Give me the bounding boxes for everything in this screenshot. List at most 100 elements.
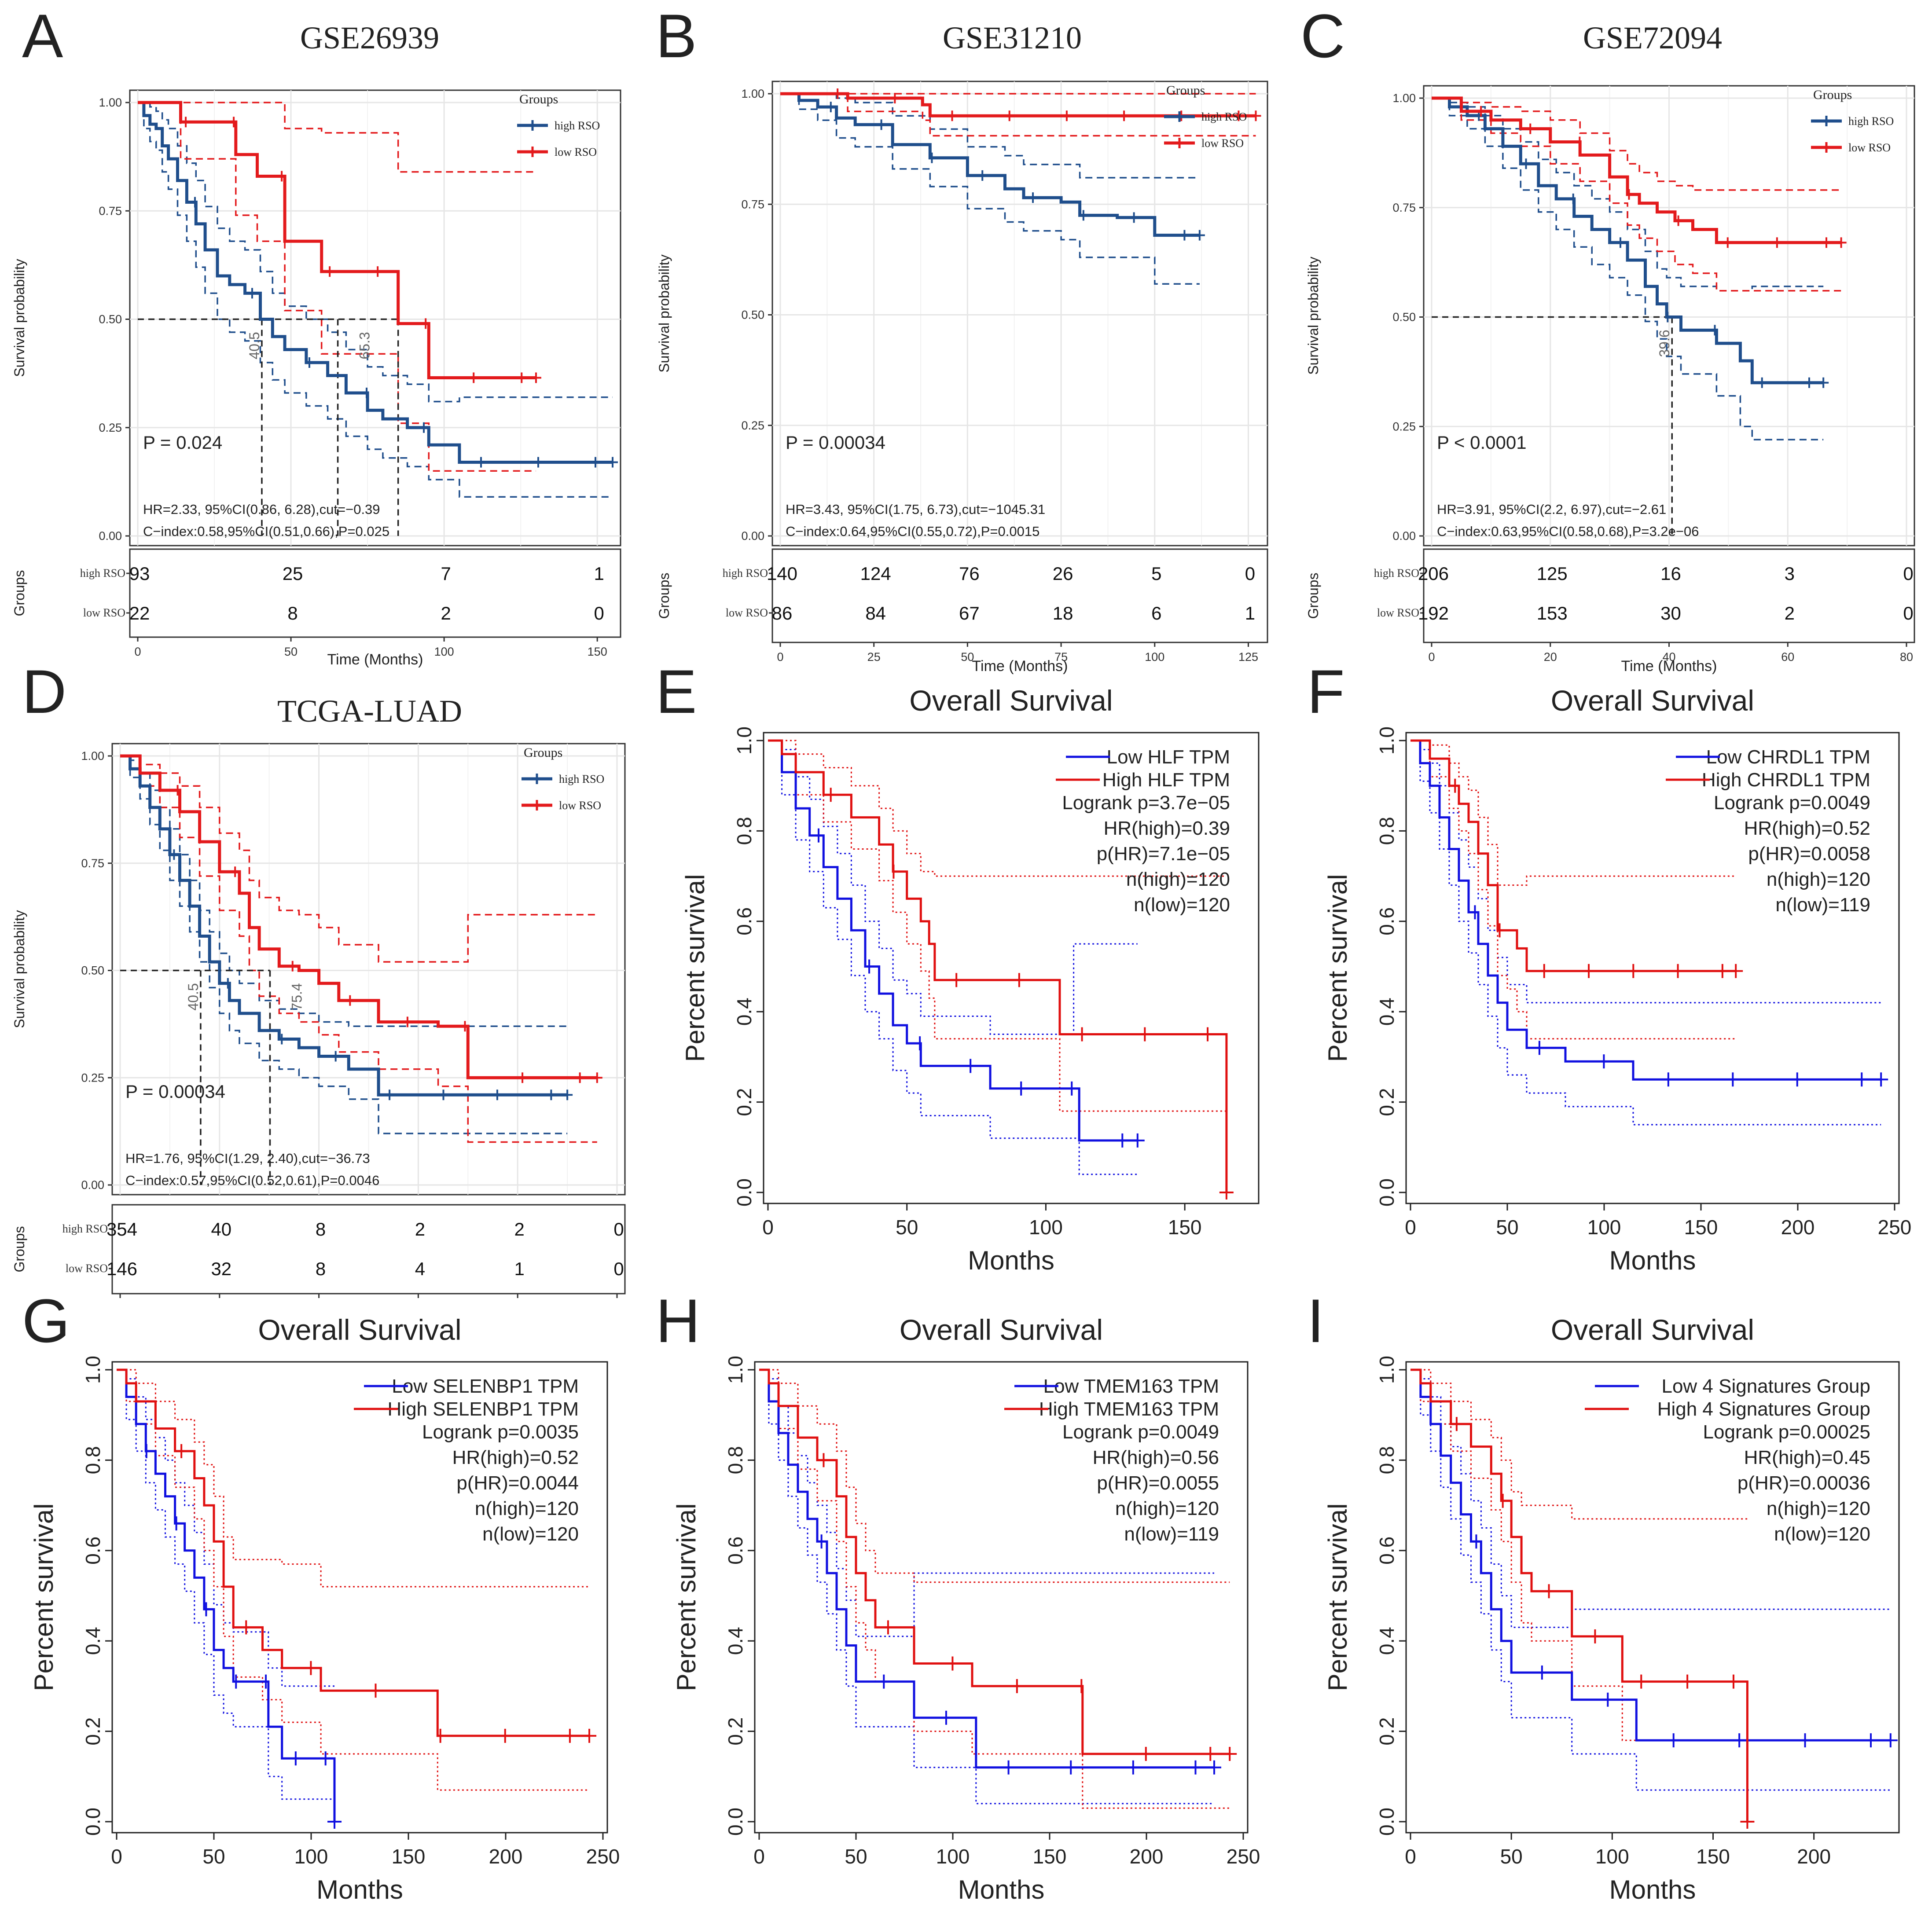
km-curve-high-rso — [1432, 96, 1824, 385]
y-tick-label: 0.4 — [1375, 998, 1398, 1026]
y-tick-label: 0.0 — [81, 1808, 104, 1836]
y-tick-label: 0.4 — [733, 998, 756, 1026]
risk-count: 206 — [1418, 563, 1449, 584]
y-tick-label: 0.50 — [99, 313, 122, 326]
stat-text: p(HR)=0.00036 — [1737, 1472, 1870, 1494]
risk-count: 86 — [772, 603, 793, 624]
panel-I: I Overall Survival 0.0 0.2 0.4 0.6 0.8 1.0 Perce… — [1307, 1286, 1900, 1904]
low-rso-censor-end — [1836, 237, 1847, 248]
y-tick-label: 0.2 — [1375, 1717, 1398, 1746]
legend-label: low RSO — [1201, 137, 1244, 150]
km-curve-high-rso — [138, 101, 613, 464]
x-tick-label: 50 — [284, 645, 298, 658]
high-censor-end — [1740, 1815, 1755, 1829]
x-tick-label: 0 — [762, 1216, 774, 1239]
legend-title: Groups — [1166, 83, 1205, 98]
panel-G: G Overall Survival 0.0 0.2 0.4 0.6 0.8 1.0 Perce… — [22, 1286, 620, 1904]
ci-upper-1 — [768, 740, 1227, 877]
low-censor-end — [327, 1815, 342, 1829]
stat-text: p(HR)=0.0055 — [1097, 1472, 1219, 1494]
legend-label: Low CHRDL1 TPM — [1706, 746, 1870, 768]
legend-title: Groups — [524, 745, 562, 760]
risk-count: 2 — [1785, 603, 1795, 624]
ci-upper-1 — [1410, 1369, 1748, 1520]
km-curve-low-rso — [780, 92, 1256, 117]
chart-title: Overall Survival — [909, 684, 1113, 717]
stat-text: p(HR)=7.1e−05 — [1097, 843, 1230, 865]
stat-text: n(high)=120 — [1126, 869, 1230, 890]
ci-upper-0 — [138, 102, 613, 403]
risk-table-title: Groups — [11, 1226, 27, 1273]
panel-letter: E — [656, 657, 697, 726]
risk-count: 0 — [613, 1219, 624, 1240]
legend-label: Low 4 Signatures Group — [1661, 1375, 1870, 1397]
risk-row-label: low RSO — [83, 606, 125, 619]
y-tick-label: 0.0 — [733, 1178, 756, 1207]
y-tick-label: 0.25 — [99, 421, 122, 434]
y-axis-title: Percent survival — [680, 874, 710, 1062]
risk-count: 0 — [1903, 603, 1913, 624]
panel-E: E Overall Survival 0.0 0.2 0.4 0.6 0.8 1.0 Perce… — [656, 657, 1260, 1275]
ci-lower-1 — [1432, 97, 1841, 292]
chart-title: Overall Survival — [900, 1313, 1103, 1346]
km-curve-low-rso — [138, 101, 536, 379]
ci-lower-1 — [117, 1369, 590, 1791]
y-tick-label: 0.8 — [724, 1446, 747, 1474]
x-tick-label: 50 — [1496, 1216, 1518, 1239]
ci-lower-0 — [768, 740, 1138, 1175]
y-tick-label: 1.0 — [1375, 726, 1398, 755]
x-tick-label: 0 — [1405, 1845, 1416, 1868]
chart-title: GSE72094 — [1583, 20, 1722, 55]
x-tick-label: 0 — [777, 650, 783, 664]
y-tick-label: 0.8 — [1375, 817, 1398, 845]
x-tick-label: 150 — [392, 1845, 426, 1868]
risk-count: 4 — [415, 1258, 425, 1279]
stat-text: Logrank p=0.0049 — [1062, 1421, 1219, 1443]
ci-lower-1 — [1410, 740, 1736, 1040]
x-axis-title: Time (Months) — [1621, 658, 1717, 675]
stat-text: HR(high)=0.52 — [452, 1447, 579, 1468]
legend-label: high RSO — [555, 119, 600, 132]
y-tick-label: 0.0 — [1375, 1808, 1398, 1836]
km-curve-low — [117, 1368, 336, 1822]
panel-H: H Overall Survival 0.0 0.2 0.4 0.6 0.8 1.0 Perce… — [656, 1286, 1260, 1904]
y-tick-label: 1.0 — [81, 1356, 104, 1384]
risk-row-label: low RSO — [726, 606, 768, 619]
risk-count: 2 — [415, 1219, 425, 1240]
ci-upper-0 — [1410, 1369, 1891, 1628]
x-tick-label: 100 — [1587, 1216, 1621, 1239]
risk-count: 125 — [1537, 563, 1568, 584]
risk-count: 7 — [441, 563, 451, 584]
risk-table-title: Groups — [1305, 573, 1321, 619]
km-curve-high — [1410, 739, 1736, 972]
x-tick-label: 150 — [588, 645, 607, 658]
y-axis-title: Survival probability — [11, 259, 27, 377]
ci-upper-1 — [120, 755, 597, 963]
ci-upper-1 — [759, 1369, 1230, 1583]
risk-count: 8 — [287, 603, 298, 624]
y-axis-title: Percent survival — [1323, 874, 1352, 1062]
risk-count: 2 — [441, 603, 451, 624]
legend-label: Low SELENBP1 TPM — [392, 1375, 579, 1397]
x-tick-label: 20 — [1544, 650, 1557, 664]
y-axis-title: Survival probability — [11, 910, 27, 1028]
y-tick-label: 1.00 — [99, 96, 122, 109]
legend-label: High HLF TPM — [1102, 769, 1230, 791]
hr-text: HR=3.43, 95%CI(1.75, 6.73),cut=−1045.31 — [786, 502, 1045, 517]
y-axis-title: Percent survival — [672, 1504, 701, 1691]
chart-title: Overall Survival — [258, 1313, 461, 1346]
ci-lower-0 — [1410, 1369, 1891, 1791]
cindex-text: C−index:0.57,95%CI(0.52,0.61),P=0.0046 — [125, 1173, 379, 1188]
legend-label: high RSO — [1848, 115, 1894, 128]
y-axis-title: Survival probability — [656, 254, 672, 373]
km-curve-high-rso — [780, 92, 1200, 237]
stat-text: HR(high)=0.52 — [1744, 818, 1870, 839]
legend-label: high RSO — [1201, 110, 1247, 123]
legend-title: Groups — [1813, 88, 1852, 102]
ci-upper-0 — [768, 740, 1138, 1035]
x-tick-label: 100 — [434, 645, 454, 658]
risk-count: 8 — [316, 1258, 326, 1279]
y-tick-label: 0.6 — [1375, 1537, 1398, 1565]
chart-title: GSE31210 — [943, 20, 1082, 55]
median-label: 39.6 — [1657, 330, 1672, 357]
